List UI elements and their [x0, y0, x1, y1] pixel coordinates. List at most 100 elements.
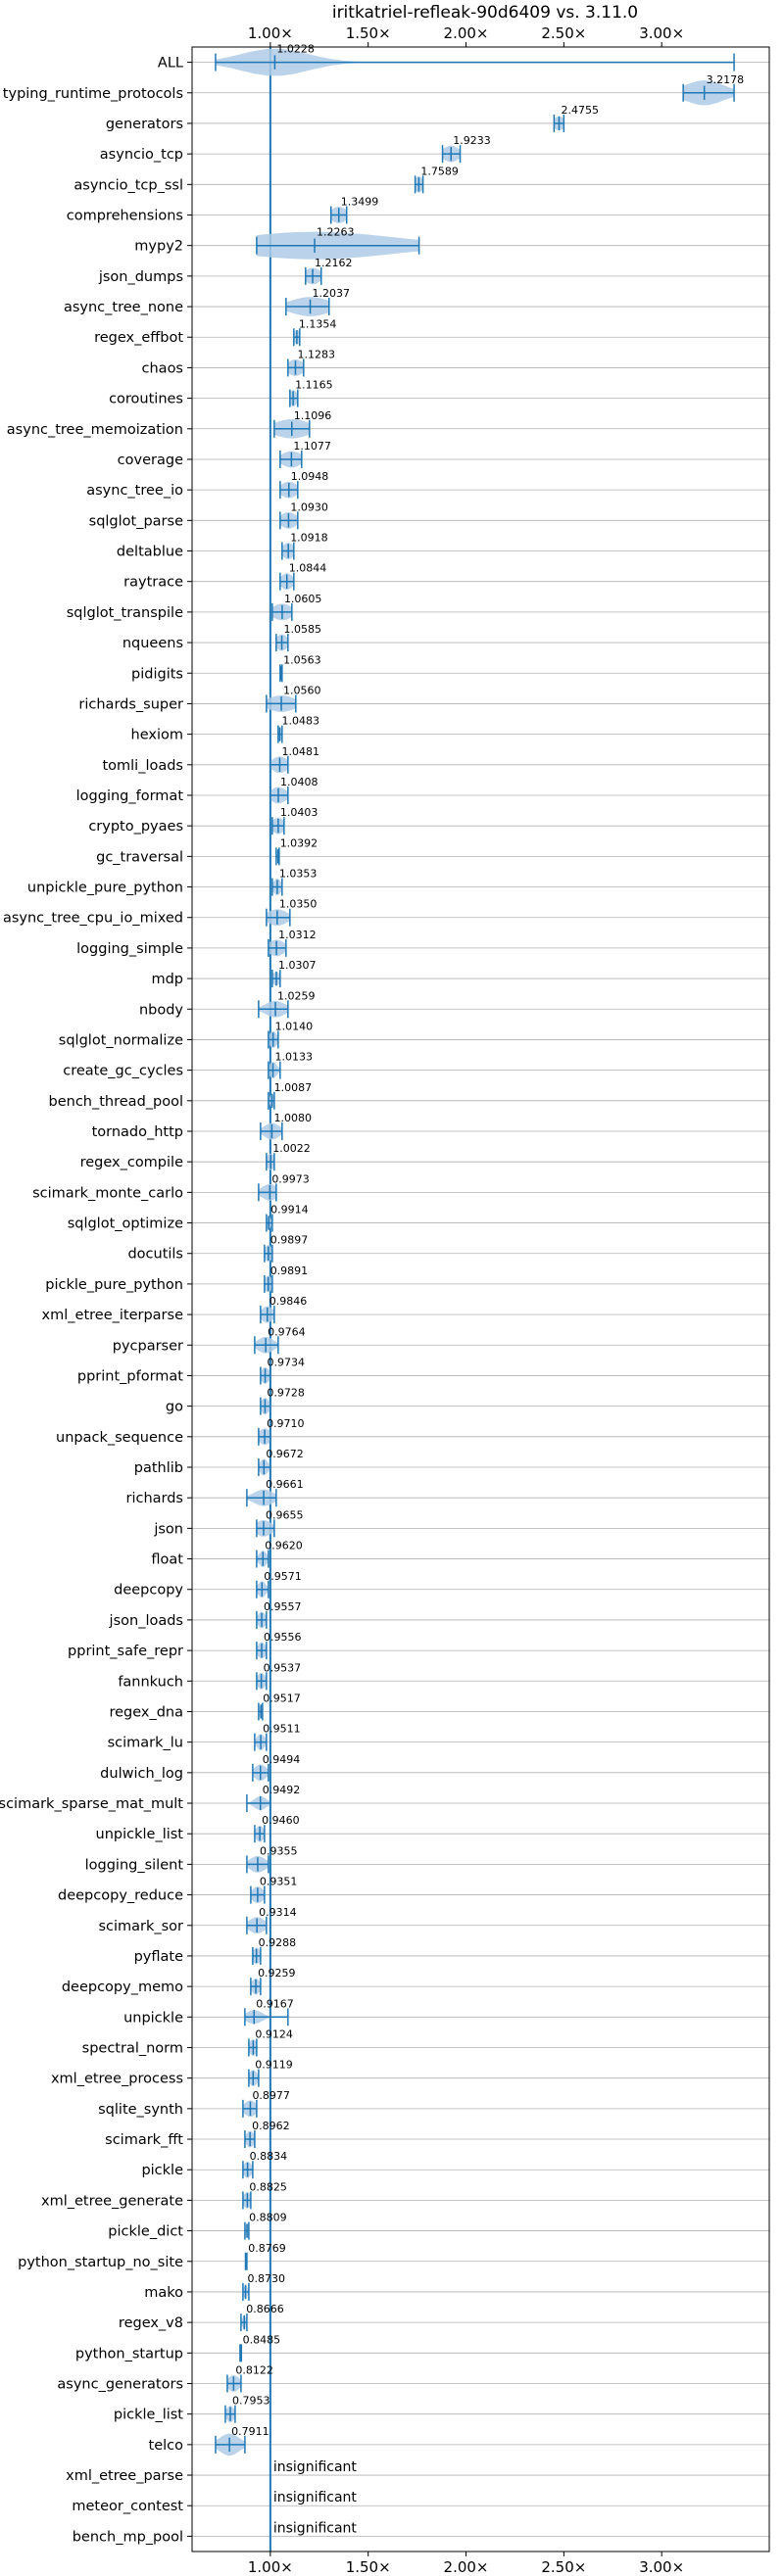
value-label: 0.7911 [231, 2425, 269, 2438]
benchmark-label: sqlite_synth [98, 2102, 183, 2118]
value-label: 0.9655 [266, 1508, 304, 1521]
benchmark-label: richards [125, 1491, 183, 1506]
grid-layer [192, 62, 769, 2537]
benchmark-label: sqlglot_normalize [59, 1032, 183, 1048]
insignificant-label: insignificant [273, 2459, 358, 2475]
value-label: 0.9556 [264, 1631, 302, 1644]
benchmark-label: xml_etree_generate [41, 2193, 183, 2209]
benchmark-label: json_dumps [98, 269, 183, 285]
value-label: 0.9460 [262, 1814, 300, 1827]
value-label: 1.0408 [280, 776, 318, 788]
benchmark-label: unpickle [123, 2010, 183, 2026]
benchmark-label: richards_super [78, 696, 183, 712]
value-label: 1.2162 [315, 257, 353, 269]
value-label: 0.8977 [252, 2089, 290, 2102]
value-label: 1.0080 [273, 1112, 312, 1124]
benchmark-label: telco [149, 2438, 184, 2454]
value-label: 1.0563 [283, 653, 321, 666]
value-label: 1.1354 [299, 317, 337, 330]
value-label: 0.9734 [268, 1356, 306, 1368]
value-label: 1.0228 [276, 43, 315, 56]
benchmark-label: hexiom [131, 728, 183, 743]
benchmark-label: mako [144, 2285, 183, 2301]
benchmark-label: deltablue [117, 545, 183, 560]
benchmark-label: raytrace [123, 575, 183, 591]
benchmark-label: dulwich_log [100, 1766, 183, 1782]
benchmark-label: scimark_sparse_mat_mult [0, 1796, 183, 1812]
value-label: 1.1096 [294, 409, 332, 422]
benchmark-label: regex_dna [109, 1704, 183, 1720]
plot-frame [191, 46, 770, 2552]
value-label: 0.7953 [232, 2395, 270, 2408]
benchmark-label: crypto_pyaes [88, 819, 183, 835]
benchmark-label: asyncio_tcp [100, 147, 183, 163]
benchmark-label: json [153, 1521, 183, 1537]
benchmark-label: logging_format [76, 788, 184, 804]
value-label: 0.9314 [259, 1906, 297, 1919]
value-label: 0.9661 [266, 1478, 304, 1491]
benchmark-label: async_tree_io [86, 483, 183, 499]
benchmark-label: logging_simple [76, 941, 183, 957]
benchmark-label: pickle_pure_python [45, 1277, 183, 1293]
value-label: 0.9288 [259, 1936, 297, 1949]
benchmark-label: go [166, 1400, 183, 1415]
value-label: 1.0087 [274, 1081, 313, 1094]
value-label: 0.9351 [260, 1876, 298, 1888]
value-label: 1.7589 [420, 165, 459, 177]
value-label: 0.9355 [260, 1844, 298, 1857]
value-label: 1.1077 [293, 440, 331, 453]
benchmark-label: create_gc_cycles [63, 1064, 183, 1079]
value-label: 0.8769 [248, 2242, 286, 2255]
x-tick-label-top: 2.50× [541, 24, 586, 42]
value-label: 0.9571 [264, 1570, 302, 1583]
value-label: 1.2263 [317, 226, 355, 239]
x-tick-label-bottom: 2.50× [541, 2558, 586, 2576]
benchmark-label: async_generators [57, 2376, 183, 2392]
value-label: 0.8825 [249, 2180, 287, 2193]
violin-layer [215, 47, 735, 2552]
benchmark-label: ALL [158, 56, 183, 72]
value-label: 0.8485 [243, 2333, 281, 2346]
benchmark-label: pprint_pformat [77, 1368, 183, 1384]
value-label: 1.2037 [313, 287, 351, 300]
value-label: 3.2178 [707, 73, 745, 86]
benchmark-label: sqlglot_parse [89, 513, 183, 529]
value-label: 0.9672 [266, 1448, 304, 1460]
value-label: 1.0307 [278, 959, 317, 972]
benchmark-label: unpickle_pure_python [27, 881, 183, 896]
value-label: 0.9167 [256, 1997, 294, 2010]
benchmark-label: pycparser [113, 1338, 183, 1354]
value-label: 0.9492 [263, 1784, 301, 1796]
value-label: 1.1283 [297, 348, 335, 360]
benchmark-label: pathlib [134, 1460, 183, 1476]
benchmark-label: sqlglot_transpile [67, 605, 183, 621]
benchmark-label: chaos [142, 360, 183, 376]
value-label: 0.9710 [267, 1417, 305, 1430]
benchmark-label: spectral_norm [82, 2040, 183, 2056]
x-tick-label-top: 3.00× [639, 24, 684, 42]
benchmark-label: python_startup_no_site [18, 2255, 183, 2270]
benchmark-label: nbody [139, 1002, 183, 1018]
benchmark-label: scimark_lu [108, 1736, 183, 1751]
value-label: 1.0930 [290, 501, 328, 513]
benchmark-label: pickle_list [114, 2408, 183, 2423]
benchmark-label: sqlglot_optimize [68, 1216, 183, 1232]
benchmark-label: regex_v8 [119, 2315, 183, 2331]
benchmark-label: pickle [141, 2163, 183, 2178]
benchmark-label: scimark_monte_carlo [32, 1185, 183, 1201]
value-label: 1.0392 [280, 836, 318, 849]
benchmark-label: scimark_sor [98, 1919, 183, 1934]
x-tick-label-bottom: 2.00× [444, 2558, 489, 2576]
axis-layer: 1.00× 1.00× 1.50× 1.50× 2.00× 2.00× 2.50× 2.50×… [0, 24, 684, 2576]
value-label: 0.8834 [250, 2150, 287, 2163]
value-label: 0.9973 [271, 1172, 310, 1185]
value-label: 0.9891 [270, 1264, 309, 1277]
value-label: 1.0022 [272, 1142, 311, 1155]
value-label: 0.9764 [268, 1325, 306, 1338]
value-label: 0.9728 [267, 1387, 305, 1400]
benchmark-label: deepcopy [114, 1583, 183, 1598]
value-label: 0.8809 [249, 2212, 287, 2224]
benchmark-label: coroutines [109, 392, 183, 407]
value-label: 0.8666 [246, 2303, 283, 2315]
